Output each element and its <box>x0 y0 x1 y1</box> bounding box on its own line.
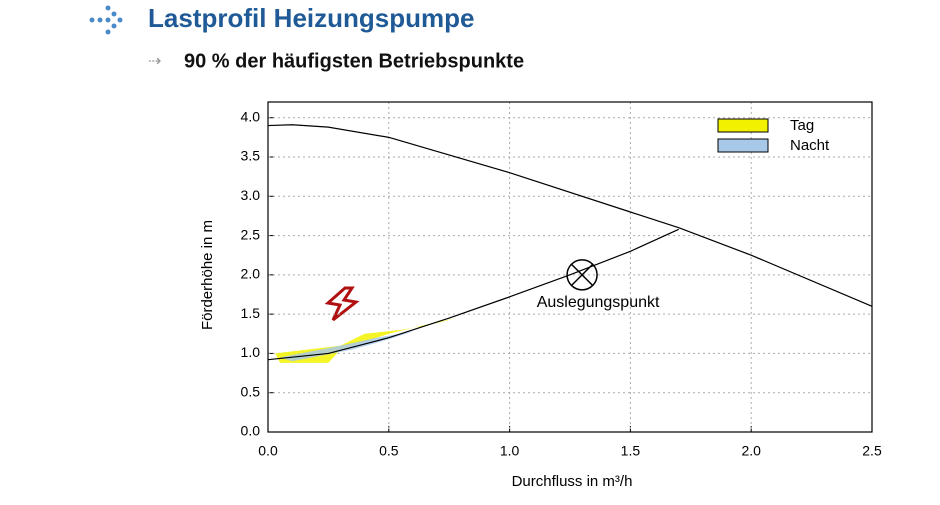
y-tick-label: 3.0 <box>241 187 261 203</box>
y-tick-label: 0.5 <box>241 383 261 399</box>
y-tick-label: 1.5 <box>241 305 261 321</box>
slide-subtitle: 90 % der häufigsten Betriebspunkte <box>184 50 524 72</box>
design-point <box>566 259 598 291</box>
annotation: Auslegungspunkt <box>537 294 660 311</box>
x-axis-label: Durchfluss in m³/h <box>512 473 633 490</box>
y-tick-label: 2.0 <box>241 266 261 282</box>
y-axis-label: Förderhöhe in m <box>199 220 216 330</box>
x-tick-label: 0.0 <box>258 443 278 459</box>
lightning-icon <box>324 286 360 322</box>
legend-label: Tag <box>790 117 814 134</box>
line <box>267 228 679 361</box>
bullet-arrow: ⇢ <box>148 53 161 70</box>
y-tick-label: 2.5 <box>241 226 261 242</box>
region <box>280 327 426 362</box>
x-tick-label: 0.5 <box>379 443 399 459</box>
slide-title: Lastprofil Heizungspumpe <box>148 3 474 33</box>
x-tick-label: 1.5 <box>621 443 641 459</box>
y-tick-label: 1.0 <box>241 344 261 360</box>
y-tick-label: 4.0 <box>241 108 261 124</box>
title-icon <box>89 5 123 35</box>
x-tick-label: 2.5 <box>862 443 882 459</box>
legend-swatch <box>717 138 769 153</box>
plot-frame <box>267 101 873 433</box>
x-tick-label: 1.0 <box>500 443 520 459</box>
x-tick-label: 2.0 <box>741 443 761 459</box>
y-tick-label: 0.0 <box>241 423 261 439</box>
line <box>267 124 873 307</box>
y-tick-label: 3.5 <box>241 148 261 164</box>
legend-label: Nacht <box>790 137 830 154</box>
design-point-cross <box>570 263 594 287</box>
plot: 0.0 0.5 1.0 1.5 2.0 2.5 0.0 0.5 1.0 1.5 2.0 2.5 3.0 3… <box>241 102 882 459</box>
legend-swatch <box>717 118 769 133</box>
